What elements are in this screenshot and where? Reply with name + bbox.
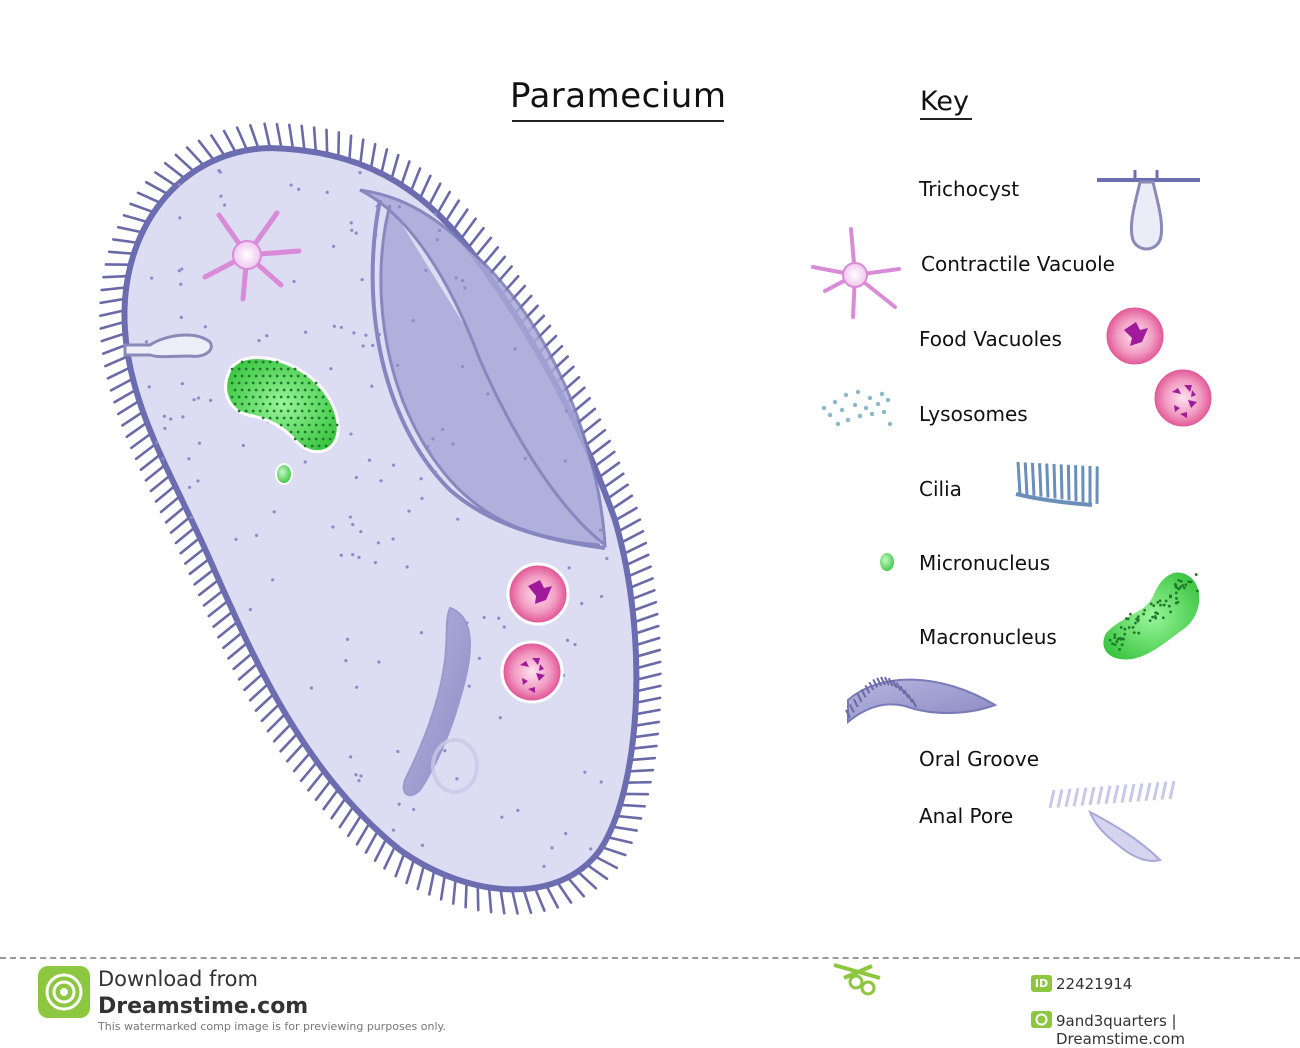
camera-icon	[1031, 1011, 1052, 1028]
food-vacuole-key-icon	[1153, 368, 1213, 428]
label-macronucleus: Macronucleus	[919, 625, 1057, 649]
scissors-icon	[834, 965, 880, 994]
anal-pore-key-icon	[1050, 781, 1174, 861]
food-vacuole	[502, 642, 562, 702]
food-vacuole-key-icon	[1105, 306, 1165, 366]
dreamstime-logo-icon	[38, 966, 90, 1018]
label-food-vacuoles: Food Vacuoles	[919, 327, 1062, 351]
image-id: 22421914	[1056, 975, 1132, 993]
label-trichocyst: Trichocyst	[919, 177, 1019, 201]
micronucleus	[276, 464, 292, 484]
footer-divider	[0, 957, 1300, 959]
title-underline	[512, 120, 724, 122]
label-lysosomes: Lysosomes	[919, 402, 1028, 426]
label-oral-groove: Oral Groove	[919, 747, 1039, 771]
contractile-vacuole-key-icon	[813, 229, 899, 317]
micronucleus-key-icon	[879, 552, 895, 572]
cilia-key-icon	[1016, 462, 1097, 505]
label-anal-pore: Anal Pore	[919, 804, 1013, 828]
food-vacuole	[508, 564, 568, 624]
image-credit: 9and3quarters | Dreamstime.com	[1056, 1012, 1300, 1048]
footer-download: Download from	[98, 967, 258, 991]
label-contractile-vacuole: Contractile Vacuole	[921, 252, 1115, 276]
label-cilia: Cilia	[919, 477, 962, 501]
oral-groove-key-icon	[846, 677, 995, 722]
label-micronucleus: Micronucleus	[919, 551, 1050, 575]
macronucleus-key-icon	[1102, 571, 1201, 661]
diagram-title: Paramecium	[510, 76, 726, 116]
footer-brand: Dreamstime.com	[98, 994, 308, 1019]
footer-note: This watermarked comp image is for previ…	[98, 1020, 446, 1033]
trichocyst-key-icon	[1097, 170, 1200, 249]
key-underline	[920, 118, 972, 120]
id-badge: ID	[1031, 975, 1052, 992]
lysosomes-key-icon	[822, 390, 892, 426]
key-title: Key	[920, 86, 969, 117]
